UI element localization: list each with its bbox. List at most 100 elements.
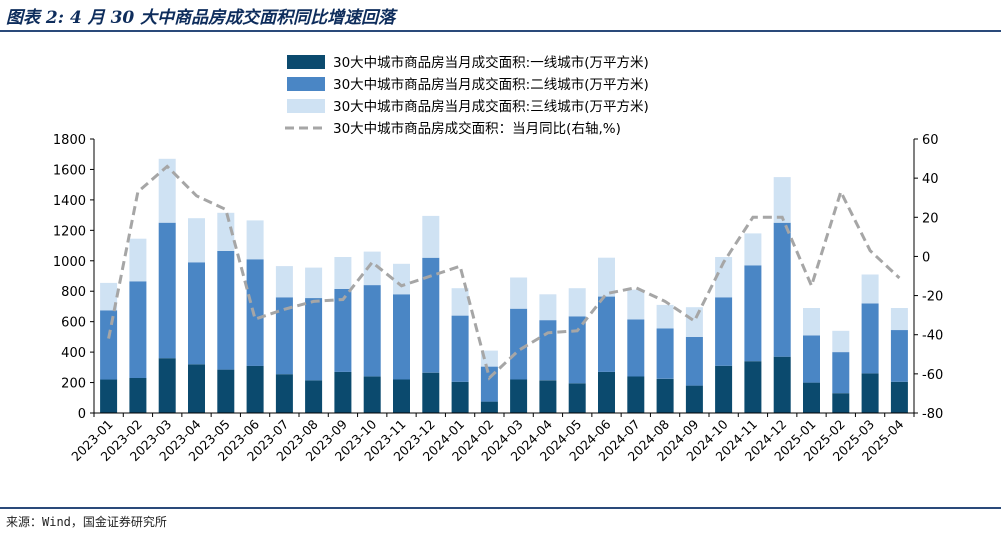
bar-tier2-2023-12 xyxy=(422,257,440,373)
chart-title: 图表 2: 4 月 30 大中商品房成交面积同比增速回落 xyxy=(6,8,396,28)
legend-swatch-tier2 xyxy=(287,77,325,91)
bar-tier2-2023-03 xyxy=(158,222,176,359)
bar-tier1-2024-12 xyxy=(773,356,791,413)
bar-tier1-2024-11 xyxy=(744,361,762,413)
bar-tier3-2024-06 xyxy=(598,257,615,297)
bar-tier3-2024-02 xyxy=(480,350,498,367)
axes: 020040060080010001200140016001800-80-60-… xyxy=(53,133,943,464)
right-tick-label: -60 xyxy=(922,368,943,383)
yoy-line-layer xyxy=(107,164,901,381)
bar-tier3-2024-08 xyxy=(656,304,674,329)
bar-tier2-2023-04 xyxy=(188,262,205,365)
bar-tier2-2023-10 xyxy=(363,285,381,377)
bar-tier2-2024-06 xyxy=(598,296,615,372)
bar-tier3-2023-03 xyxy=(158,158,176,223)
bar-tier3-2023-02 xyxy=(129,238,147,282)
right-tick-label: -20 xyxy=(922,290,943,305)
bar-tier2-2023-09 xyxy=(334,288,352,372)
bar-tier1-2024-10 xyxy=(715,365,733,413)
bar-tier3-2024-01 xyxy=(451,288,469,316)
bar-tier1-2023-11 xyxy=(393,379,410,413)
bar-tier2-2023-02 xyxy=(129,281,147,378)
legend-label-tier2: 30大中城市商品房当月成交面积:二线城市(万平方米) xyxy=(333,76,649,93)
bar-tier1-2024-02 xyxy=(480,401,498,413)
bar-tier1-2025-03 xyxy=(861,373,879,413)
legend-swatch-tier1 xyxy=(287,55,325,69)
footer-rule xyxy=(0,507,1001,509)
bar-tier1-2024-07 xyxy=(627,376,645,413)
bar-tier2-2024-01 xyxy=(451,315,469,382)
bar-tier3-2023-09 xyxy=(334,257,352,289)
legend-label-tier3: 30大中城市商品房当月成交面积:三线城市(万平方米) xyxy=(333,98,649,115)
left-tick-label: 1400 xyxy=(53,194,86,209)
left-tick-label: 800 xyxy=(61,285,86,300)
source-note: 来源：Wind，国金证券研究所 xyxy=(6,515,167,529)
bar-tier1-2025-02 xyxy=(832,393,850,413)
bar-tier1-2023-12 xyxy=(422,372,440,413)
bar-tier2-2024-12 xyxy=(773,222,791,357)
bar-tier2-2025-02 xyxy=(832,352,850,394)
bar-tier1-2023-03 xyxy=(158,358,176,413)
bar-tier3-2023-10 xyxy=(363,251,381,286)
bar-tier1-2023-08 xyxy=(305,380,323,413)
bar-tier2-2023-11 xyxy=(393,294,410,380)
legend-label-tier1: 30大中城市商品房当月成交面积:一线城市(万平方米) xyxy=(333,54,649,71)
bar-tier3-2025-02 xyxy=(832,330,850,353)
left-tick-label: 400 xyxy=(61,346,86,361)
bar-tier3-2024-04 xyxy=(539,294,557,321)
bar-tier2-2024-11 xyxy=(744,265,762,362)
bar-tier3-2023-12 xyxy=(422,215,440,258)
left-tick-label: 1800 xyxy=(53,133,86,148)
bar-tier3-2025-04 xyxy=(890,308,908,331)
bar-tier1-2023-06 xyxy=(246,365,264,413)
legend-swatch-tier3 xyxy=(287,99,325,113)
bar-tier2-2024-07 xyxy=(627,319,645,377)
bar-tier3-2024-11 xyxy=(744,233,762,266)
bar-tier1-2023-02 xyxy=(129,378,147,413)
bar-tier1-2023-09 xyxy=(334,371,352,413)
right-tick-label: 0 xyxy=(922,250,930,265)
bar-tier1-2024-09 xyxy=(685,385,703,413)
bar-tier3-2023-04 xyxy=(188,218,205,263)
bar-tier3-2023-08 xyxy=(305,267,323,298)
bar-tier3-2023-05 xyxy=(217,212,235,251)
left-tick-label: 200 xyxy=(61,377,86,392)
legend: 30大中城市商品房当月成交面积:一线城市(万平方米) 30大中城市商品房当月成交面… xyxy=(285,54,649,137)
right-tick-label: 20 xyxy=(922,211,939,226)
bar-tier2-2023-06 xyxy=(246,259,264,366)
bar-tier1-2023-10 xyxy=(363,376,381,413)
left-tick-label: 1000 xyxy=(53,255,86,270)
bar-tier2-2024-04 xyxy=(539,320,557,381)
left-tick-label: 1200 xyxy=(53,224,86,239)
bar-tier1-2023-07 xyxy=(275,374,293,413)
bar-tier2-2023-08 xyxy=(305,298,323,381)
bar-tier2-2024-08 xyxy=(656,328,674,379)
bar-tier3-2023-07 xyxy=(275,266,293,298)
bar-tier1-2023-04 xyxy=(188,364,205,413)
bar-tier3-2024-07 xyxy=(627,289,645,320)
bar-tier1-2024-05 xyxy=(568,383,586,413)
bar-tier1-2023-05 xyxy=(217,369,235,413)
bar-tier3-2025-01 xyxy=(803,308,820,336)
bar-tier2-2024-09 xyxy=(685,336,703,386)
bar-tier1-2025-01 xyxy=(803,382,820,413)
bar-tier3-2024-10 xyxy=(715,257,733,298)
right-tick-label: 60 xyxy=(922,133,939,148)
bar-tier2-2023-01 xyxy=(100,310,118,380)
bar-tier1-2025-04 xyxy=(890,381,908,413)
bar-tier3-2024-05 xyxy=(568,288,586,317)
bar-tier2-2023-07 xyxy=(275,297,293,375)
bar-tier3-2023-06 xyxy=(246,220,264,260)
bar-tier2-2023-05 xyxy=(217,250,235,370)
bar-tier1-2024-06 xyxy=(598,371,615,413)
yoy-line xyxy=(107,164,901,381)
bar-tier1-2024-01 xyxy=(451,381,469,413)
bar-tier3-2024-03 xyxy=(510,277,528,309)
left-tick-label: 1600 xyxy=(53,163,86,178)
bar-tier2-2025-03 xyxy=(861,303,879,374)
bar-tier1-2024-04 xyxy=(539,380,557,413)
bar-tier1-2023-01 xyxy=(100,379,118,413)
bar-tier1-2024-08 xyxy=(656,378,674,414)
bar-tier3-2023-11 xyxy=(393,263,410,295)
right-tick-label: 40 xyxy=(922,172,939,187)
